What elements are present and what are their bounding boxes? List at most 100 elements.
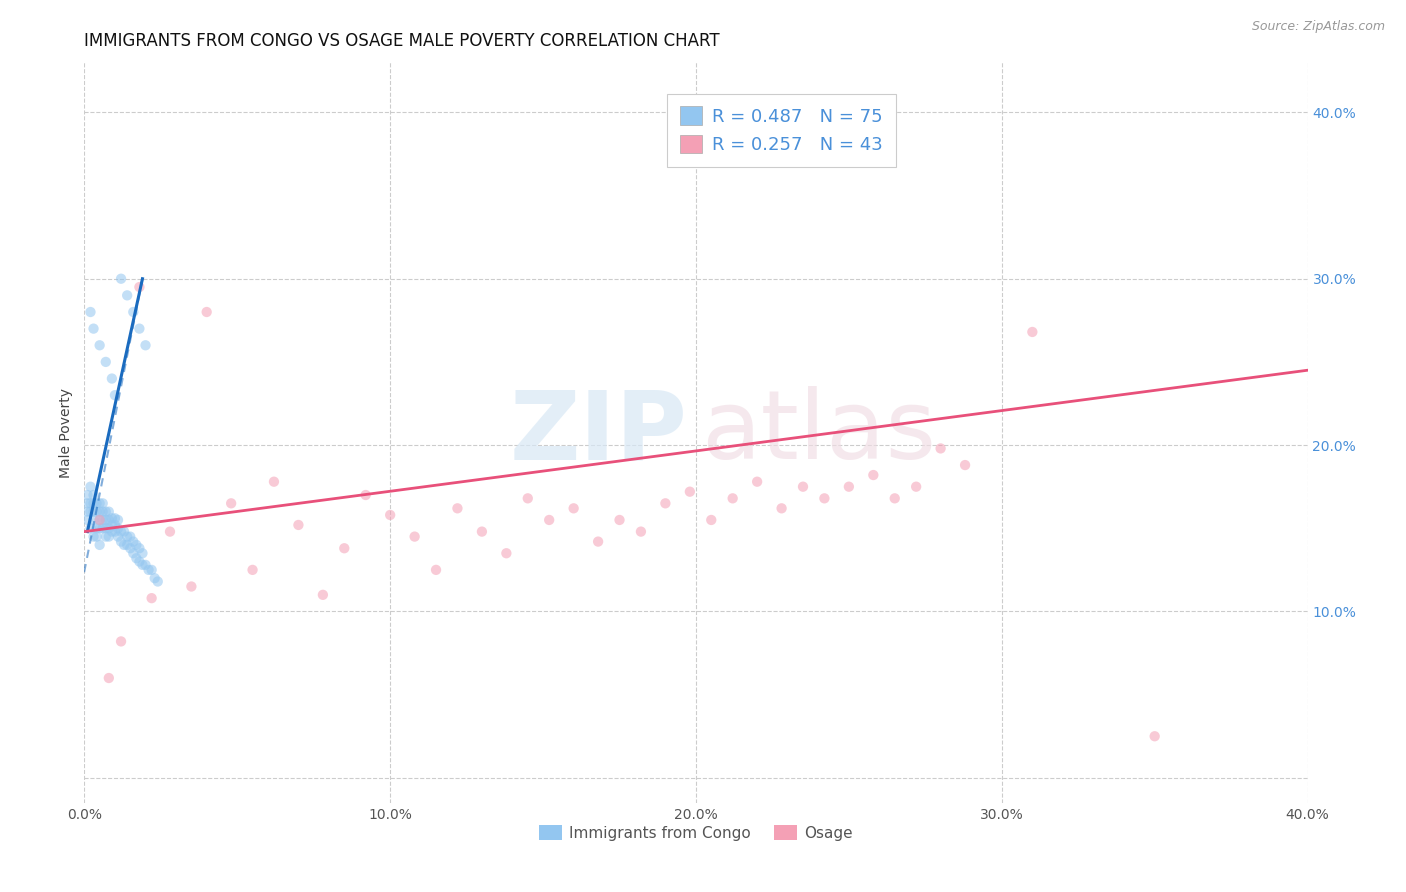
Point xyxy=(83,505,105,519)
Point xyxy=(94,530,117,544)
Point xyxy=(700,513,723,527)
Point xyxy=(101,371,124,385)
Point xyxy=(180,580,202,594)
Point xyxy=(89,513,111,527)
Point xyxy=(128,321,150,335)
Point xyxy=(115,288,138,302)
Point xyxy=(143,571,166,585)
Point xyxy=(79,480,101,494)
Point xyxy=(89,538,111,552)
Point xyxy=(586,534,609,549)
Point xyxy=(538,513,561,527)
Point xyxy=(83,321,105,335)
Point xyxy=(953,458,976,472)
Point xyxy=(495,546,517,560)
Point xyxy=(79,505,101,519)
Point xyxy=(110,534,132,549)
Point xyxy=(630,524,652,539)
Point xyxy=(813,491,835,506)
Point xyxy=(94,505,117,519)
Point xyxy=(79,496,101,510)
Point xyxy=(104,518,127,533)
Point xyxy=(89,338,111,352)
Point xyxy=(115,538,138,552)
Point xyxy=(76,496,98,510)
Legend: Immigrants from Congo, Osage: Immigrants from Congo, Osage xyxy=(533,819,859,847)
Point xyxy=(89,505,111,519)
Point xyxy=(122,534,145,549)
Point xyxy=(425,563,447,577)
Text: ZIP: ZIP xyxy=(509,386,688,479)
Y-axis label: Male Poverty: Male Poverty xyxy=(59,388,73,477)
Point xyxy=(747,475,769,489)
Point xyxy=(101,511,124,525)
Point xyxy=(76,513,98,527)
Point xyxy=(312,588,335,602)
Point xyxy=(86,530,108,544)
Point xyxy=(86,496,108,510)
Point xyxy=(120,530,142,544)
Point xyxy=(562,501,585,516)
Point xyxy=(609,513,631,527)
Point xyxy=(141,591,163,606)
Point xyxy=(94,521,117,535)
Text: Source: ZipAtlas.com: Source: ZipAtlas.com xyxy=(1251,20,1385,33)
Point xyxy=(862,468,884,483)
Point xyxy=(146,574,169,589)
Point xyxy=(135,338,157,352)
Point xyxy=(263,475,285,489)
Point xyxy=(792,480,814,494)
Text: IMMIGRANTS FROM CONGO VS OSAGE MALE POVERTY CORRELATION CHART: IMMIGRANTS FROM CONGO VS OSAGE MALE POVE… xyxy=(84,32,720,50)
Point xyxy=(141,563,163,577)
Point xyxy=(929,442,952,456)
Point xyxy=(86,505,108,519)
Point xyxy=(107,513,129,527)
Point xyxy=(76,488,98,502)
Point xyxy=(91,496,114,510)
Point xyxy=(679,484,702,499)
Point xyxy=(128,555,150,569)
Point xyxy=(138,563,160,577)
Point xyxy=(446,501,468,516)
Point xyxy=(94,513,117,527)
Point xyxy=(122,305,145,319)
Point xyxy=(883,491,905,506)
Text: atlas: atlas xyxy=(700,386,936,479)
Point xyxy=(219,496,242,510)
Point xyxy=(101,524,124,539)
Point xyxy=(101,518,124,533)
Point xyxy=(83,496,105,510)
Point xyxy=(242,563,264,577)
Point xyxy=(838,480,860,494)
Point xyxy=(91,513,114,527)
Point xyxy=(104,524,127,539)
Point xyxy=(721,491,744,506)
Point xyxy=(404,530,426,544)
Point xyxy=(120,541,142,556)
Point xyxy=(97,521,120,535)
Point xyxy=(110,524,132,539)
Point xyxy=(83,513,105,527)
Point xyxy=(97,513,120,527)
Point xyxy=(287,518,309,533)
Point xyxy=(1143,729,1166,743)
Point xyxy=(89,496,111,510)
Point xyxy=(131,546,153,560)
Point xyxy=(128,280,150,294)
Point xyxy=(333,541,356,556)
Point xyxy=(115,530,138,544)
Point xyxy=(91,521,114,535)
Point xyxy=(131,558,153,572)
Point xyxy=(107,530,129,544)
Point xyxy=(112,524,135,539)
Point xyxy=(905,480,928,494)
Point xyxy=(89,521,111,535)
Point xyxy=(97,505,120,519)
Point xyxy=(79,305,101,319)
Point xyxy=(125,551,148,566)
Point xyxy=(83,530,105,544)
Point xyxy=(104,511,127,525)
Point xyxy=(110,271,132,285)
Point xyxy=(76,505,98,519)
Point xyxy=(97,530,120,544)
